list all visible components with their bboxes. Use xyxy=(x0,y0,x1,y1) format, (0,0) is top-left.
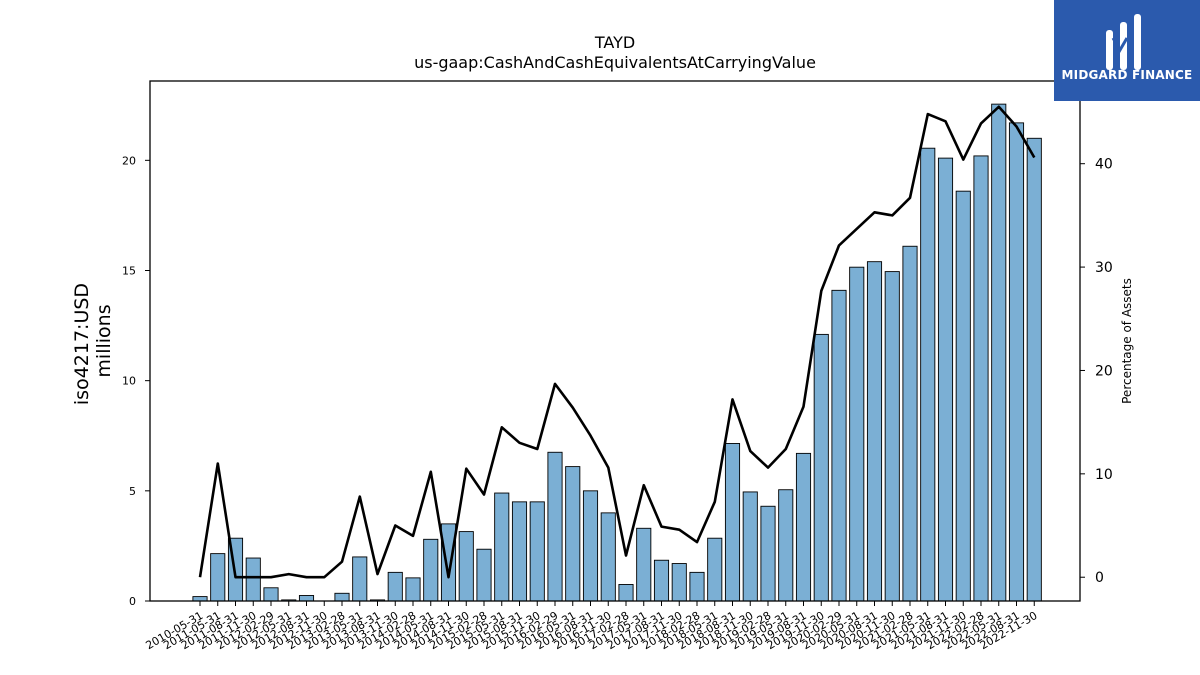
brand-logo: MIDGARD FINANCE xyxy=(1054,0,1200,101)
bar xyxy=(813,333,829,602)
bar xyxy=(991,103,1007,602)
y2-tick-label: 10 xyxy=(1095,467,1113,483)
plot-frame xyxy=(149,80,1081,602)
bar xyxy=(405,577,421,602)
bar xyxy=(920,147,936,602)
bar xyxy=(902,245,918,602)
bar xyxy=(263,587,279,602)
bar xyxy=(724,443,741,602)
y-axis-label-line-2: millions xyxy=(93,304,115,377)
bar xyxy=(955,190,971,602)
bar xyxy=(973,155,989,602)
bar xyxy=(547,451,563,602)
bar xyxy=(866,261,883,602)
series-line xyxy=(198,105,1036,579)
bar xyxy=(529,501,545,602)
y-tick-label: 0 xyxy=(129,595,136,608)
y-tick-label: 10 xyxy=(122,375,136,388)
y-tick-label: 20 xyxy=(122,154,136,167)
y-axis-label-line-1: iso4217:USD xyxy=(71,283,93,405)
bar xyxy=(689,571,705,602)
bar xyxy=(671,563,687,602)
bar xyxy=(210,553,226,602)
chart-title: TAYD xyxy=(594,33,635,52)
bar xyxy=(849,266,865,602)
bar xyxy=(565,466,581,602)
y2-tick-label: 20 xyxy=(1095,363,1113,379)
bar xyxy=(298,595,315,602)
bar xyxy=(1008,122,1025,602)
bar xyxy=(1026,137,1042,602)
bar xyxy=(352,556,368,602)
bar xyxy=(707,537,723,602)
brand-name: MIDGARD FINANCE xyxy=(1061,68,1193,82)
y2-tick-label: 40 xyxy=(1095,157,1113,173)
bar xyxy=(636,527,652,602)
y-axis-label: iso4217:USD millions xyxy=(71,277,115,405)
y-tick-label: 5 xyxy=(129,485,136,498)
bar xyxy=(458,531,474,602)
bar xyxy=(511,501,528,602)
bar xyxy=(582,490,599,602)
bar xyxy=(192,596,208,602)
y2-axis-label: Percentage of Assets xyxy=(1120,278,1134,404)
bar xyxy=(334,592,350,602)
bar xyxy=(760,505,776,602)
bar xyxy=(387,571,403,602)
bar xyxy=(618,584,634,602)
bar xyxy=(884,271,900,602)
bar xyxy=(245,557,261,602)
bar xyxy=(778,489,794,602)
bar xyxy=(423,538,439,602)
y2-tick-label: 0 xyxy=(1095,570,1104,586)
bar xyxy=(440,523,457,602)
bar xyxy=(653,559,670,602)
bar xyxy=(742,491,758,602)
y2-tick-label: 30 xyxy=(1095,260,1113,276)
chart-subtitle: us-gaap:CashAndCashEquivalentsAtCarrying… xyxy=(414,53,816,72)
bar xyxy=(831,289,847,602)
bar xyxy=(476,548,492,602)
bar xyxy=(494,492,510,602)
bar xyxy=(937,157,954,602)
brand-mark-icon xyxy=(1106,14,1141,70)
bar xyxy=(600,512,616,602)
y-tick-label: 15 xyxy=(122,264,136,277)
bar xyxy=(795,452,812,602)
